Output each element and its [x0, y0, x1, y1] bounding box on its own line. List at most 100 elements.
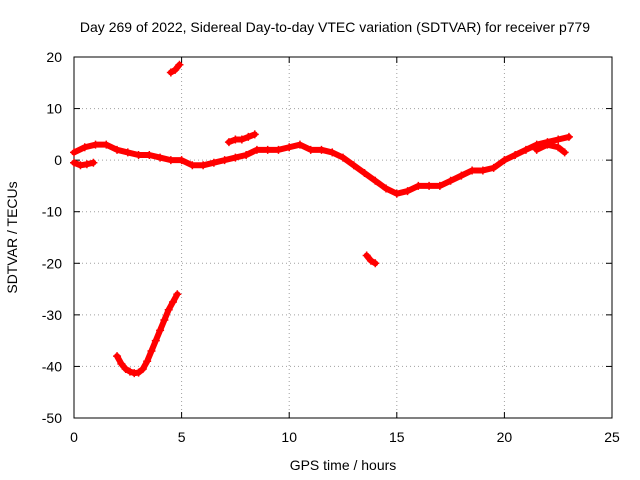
- plot-frame: [73, 56, 613, 419]
- data-point: [70, 158, 78, 167]
- data-point: [231, 153, 240, 162]
- data-point: [164, 305, 173, 314]
- data-point: [511, 150, 520, 159]
- series-main-track: [70, 132, 573, 198]
- data-point: [156, 326, 165, 335]
- grid: [74, 57, 612, 418]
- series-night-arc: [113, 290, 182, 378]
- series-band: [533, 141, 568, 156]
- data-point: [446, 176, 455, 185]
- data-point: [147, 346, 156, 355]
- data-point: [532, 145, 541, 154]
- x-tick-label: 10: [281, 429, 297, 445]
- series-early-negative: [70, 158, 98, 170]
- x-tick-label: 15: [389, 429, 405, 445]
- data-point: [328, 148, 337, 157]
- data-point: [123, 148, 132, 157]
- x-tick-label: 25: [604, 429, 620, 445]
- data-point: [121, 365, 130, 374]
- data-point: [145, 150, 154, 159]
- data-point: [160, 316, 169, 325]
- data-point: [82, 160, 91, 169]
- x-axis-label: GPS time / hours: [290, 457, 397, 473]
- data-point: [125, 367, 134, 376]
- data-point: [252, 145, 261, 154]
- data-point: [113, 145, 122, 154]
- data-point: [468, 166, 477, 175]
- data-point: [244, 132, 253, 141]
- data-point: [371, 259, 380, 268]
- data-point: [521, 145, 530, 154]
- ticks: 0 5 10 15 20 25 -50 -40 -30 -20 -10 0 10 20: [42, 49, 620, 445]
- data-point: [306, 145, 315, 154]
- data-point: [362, 251, 371, 260]
- series-late-branch: [532, 140, 569, 157]
- x-tick-label: 20: [497, 429, 513, 445]
- data-point: [339, 153, 347, 162]
- y-tick-label: -40: [42, 358, 62, 374]
- data-point: [349, 161, 358, 170]
- data-point: [117, 359, 126, 368]
- data-point: [113, 352, 122, 361]
- data-point: [435, 181, 444, 190]
- data-point: [175, 60, 184, 69]
- data-point: [91, 140, 100, 149]
- data-point: [168, 297, 177, 306]
- data-point: [560, 148, 569, 157]
- data-point: [70, 148, 78, 157]
- data-point: [366, 256, 375, 265]
- series-dip-14: [362, 251, 380, 268]
- y-tick-label: 20: [46, 49, 62, 65]
- data-point: [156, 153, 165, 162]
- series-small-segment-7-8: [224, 130, 259, 147]
- data-point: [382, 184, 391, 193]
- y-axis-label: SDTVAR / TECUs: [4, 181, 20, 293]
- data-point: [403, 187, 412, 196]
- series-high-fragment: [166, 60, 184, 77]
- data-point: [188, 161, 197, 170]
- data-point: [151, 336, 160, 345]
- x-tick-label: 5: [178, 429, 186, 445]
- data-point: [554, 143, 563, 152]
- data-point: [360, 169, 369, 178]
- data-point: [500, 156, 509, 165]
- data-point: [295, 140, 304, 149]
- y-tick-label: 10: [46, 101, 62, 117]
- data-point: [166, 68, 175, 77]
- data-point: [392, 189, 401, 198]
- data-point: [171, 65, 180, 74]
- data-point: [478, 166, 487, 175]
- data-point: [237, 135, 246, 144]
- y-tick-label: -10: [42, 204, 62, 220]
- chart-title: Day 269 of 2022, Sidereal Day-to-day VTE…: [80, 19, 590, 35]
- data-point: [414, 181, 423, 190]
- data-point: [138, 365, 147, 374]
- y-tick-label: 0: [54, 152, 62, 168]
- data-point: [134, 150, 143, 159]
- data-point: [564, 132, 573, 141]
- data-point: [317, 145, 326, 154]
- data-point: [166, 156, 175, 165]
- data-point: [489, 163, 498, 172]
- data-point: [242, 150, 251, 159]
- y-tick-label: -30: [42, 307, 62, 323]
- data-point: [250, 130, 259, 139]
- data-point: [220, 156, 229, 165]
- data-point: [543, 140, 552, 149]
- data-point: [80, 143, 89, 152]
- data-point: [425, 181, 434, 190]
- data-point: [173, 290, 182, 299]
- data-point: [76, 161, 85, 170]
- x-tick-label: 0: [70, 429, 78, 445]
- data-point: [177, 156, 186, 165]
- data-point: [285, 143, 294, 152]
- data-point: [263, 145, 272, 154]
- data-point: [143, 357, 152, 366]
- data-point: [554, 135, 563, 144]
- data-point: [102, 140, 111, 149]
- data-point: [134, 368, 143, 377]
- data-point: [457, 171, 466, 180]
- data-marks: [70, 60, 573, 378]
- data-point: [89, 158, 98, 167]
